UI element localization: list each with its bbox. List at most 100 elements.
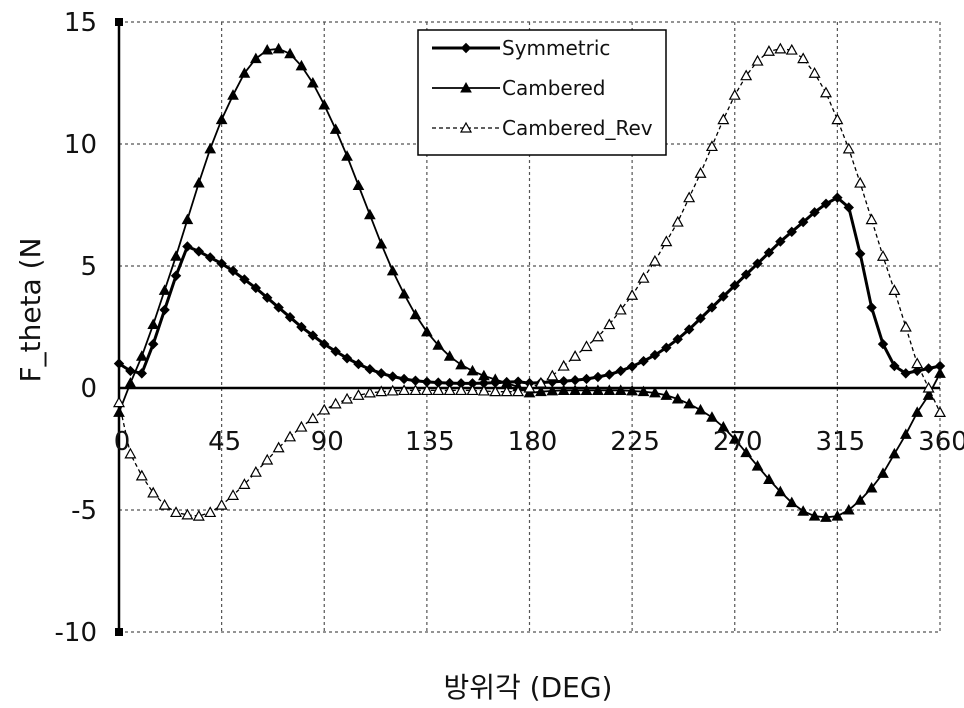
data-point-cambered [842,503,855,515]
data-point-cambered-rev [534,376,547,388]
data-point-cambered-rev [432,384,445,396]
x-tick-label: 45 [208,427,241,457]
data-point-symmetric [125,365,136,377]
data-point-symmetric [410,375,421,386]
data-point-symmetric [262,292,273,303]
data-point-cambered-rev [409,384,422,396]
data-point-symmetric [273,302,284,313]
data-point-cambered-rev [272,441,285,453]
data-point-symmetric [866,302,877,313]
data-point-cambered-rev [261,453,274,465]
data-point-symmetric [376,368,387,379]
data-point-cambered-rev [683,191,696,203]
data-point-cambered-rev [580,340,593,352]
legend-marker-symmetric [460,42,472,54]
data-point-cambered-rev [489,385,502,397]
data-point-cambered [489,373,502,384]
data-point-symmetric [889,360,900,372]
data-point-symmetric [330,346,341,357]
data-point-cambered [911,406,924,417]
data-point-cambered-rev [147,486,160,498]
data-point-cambered-rev [466,384,479,396]
data-point-symmetric [661,342,672,353]
data-point-cambered [740,446,753,458]
data-point-cambered-rev [637,271,650,283]
data-point-symmetric [672,333,683,345]
data-point-symmetric [569,374,581,386]
data-point-symmetric [832,192,843,203]
x-tick-label: 315 [816,427,866,457]
data-point-cambered [751,460,764,471]
data-point-cambered [421,325,433,337]
data-point-symmetric [786,226,797,238]
x-tick-label: 360 [918,427,964,457]
data-point-cambered-rev [455,384,468,396]
data-point-symmetric [695,313,706,324]
data-point-symmetric [319,338,330,350]
data-point-cambered-rev [899,320,912,332]
data-point-cambered [386,264,399,276]
data-point-cambered-rev [660,235,673,247]
data-point-symmetric [820,198,832,209]
data-point-cambered-rev [626,289,639,300]
data-point-symmetric [877,338,889,350]
x-tick-label: 225 [610,427,660,457]
x-tick-label: 180 [508,427,558,457]
legend-marker-cambered [460,81,472,93]
data-point-cambered [694,403,707,415]
data-point-cambered [899,428,912,439]
data-point-cambered-rev [876,250,890,261]
data-point-cambered [261,44,274,55]
data-point-symmetric [740,269,752,280]
series-cambered-rev [112,42,947,521]
x-tick-label: 270 [713,427,763,457]
data-point-cambered [865,482,878,493]
data-point-cambered [318,98,331,110]
data-point-cambered-rev [341,392,354,404]
data-point-symmetric [626,361,638,372]
x-tick-label: 90 [311,427,344,457]
data-point-cambered-rev [546,369,559,381]
data-point-cambered-rev [181,508,194,520]
data-point-symmetric [729,280,740,291]
data-point-cambered-rev [694,167,707,178]
data-point-cambered-rev [842,142,855,154]
data-point-symmetric [341,353,353,364]
data-point-cambered-rev [329,397,342,409]
data-point-symmetric [843,202,854,213]
data-point-cambered [785,496,798,508]
data-point-cambered [432,339,445,350]
data-point-cambered-rev [124,447,137,459]
data-point-cambered [820,511,832,522]
data-point-symmetric [854,248,866,260]
data-point-symmetric [638,355,649,367]
data-point-symmetric [136,368,148,379]
data-point-cambered-rev [854,176,867,188]
data-point-cambered [637,385,650,397]
data-point-cambered [557,384,570,395]
legend-items: Symmetric Cambered Cambered_Rev [432,36,653,140]
data-point-symmetric [216,258,227,269]
data-point-cambered-rev [831,113,844,125]
data-point-cambered-rev [751,54,764,66]
data-point-cambered-rev [728,88,741,100]
y-tick-label: -5 [71,496,97,526]
data-point-cambered [888,447,901,459]
data-point-cambered [124,377,137,388]
data-point-cambered [306,76,319,88]
data-point-cambered [649,386,661,398]
data-point-cambered-rev [671,215,684,227]
data-point-cambered [352,179,365,190]
data-point-cambered [797,505,810,516]
data-point-cambered [204,142,217,154]
data-point-cambered [934,367,946,378]
data-point-symmetric [387,371,398,382]
y-tick-label: 10 [64,130,97,160]
data-point-cambered [683,397,695,409]
data-point-cambered [364,208,376,220]
data-point-symmetric [159,304,170,316]
y-axis-bottom-marker [115,628,123,636]
data-point-cambered [660,389,673,400]
data-point-cambered [592,384,604,395]
